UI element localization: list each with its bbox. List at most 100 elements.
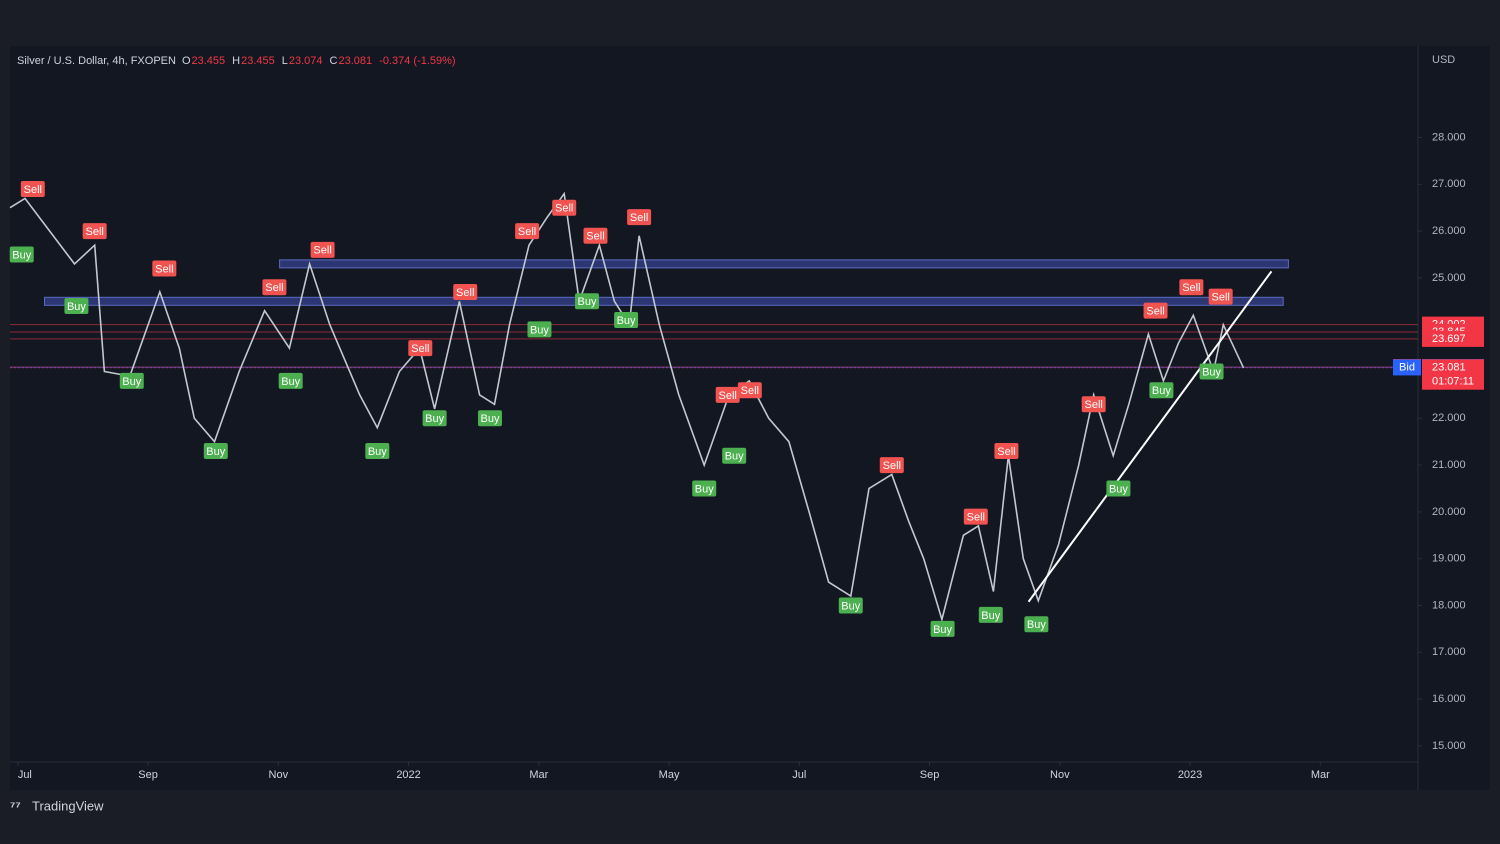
signal-label: Sell — [555, 203, 573, 215]
y-tick-label: 25.000 — [1432, 272, 1466, 284]
signal-badge — [994, 443, 1019, 460]
level-zone — [44, 296, 1284, 306]
signal-label: Sell — [456, 287, 474, 299]
chart-title: Silver / U.S. Dollar, 4h, FXOPEN — [17, 55, 176, 67]
price-line-series — [9, 191, 1245, 623]
signal-label: Buy — [281, 376, 300, 388]
signal-badge — [1179, 279, 1204, 296]
signal-label: Buy — [1202, 366, 1221, 378]
signal-badge — [262, 279, 287, 296]
signal-badge — [930, 620, 955, 637]
y-tick-label: 16.000 — [1432, 693, 1466, 705]
ohlc-key: L — [282, 55, 288, 67]
signal-label: Sell — [1085, 399, 1103, 411]
signal-label: Buy — [981, 610, 1000, 622]
signal-badge — [310, 241, 335, 258]
signal-badge — [1149, 382, 1174, 399]
signal-label: Buy — [67, 301, 86, 313]
trendline — [1027, 270, 1273, 603]
signal-badge — [1024, 616, 1049, 633]
signal-badge — [422, 410, 447, 427]
x-tick-label: Mar — [529, 769, 548, 781]
signal-badge — [722, 447, 747, 464]
signal-badge — [1208, 288, 1233, 305]
signal-badge — [1081, 396, 1106, 413]
x-tick-label: Mar — [1311, 769, 1330, 781]
signal-badge — [838, 597, 863, 614]
signal-label: Sell — [518, 226, 536, 238]
signal-badge — [527, 321, 552, 338]
x-tick-label: Sep — [920, 769, 940, 781]
signal-badge — [20, 180, 45, 197]
quote-tag-bg — [1393, 359, 1421, 376]
signal-badge — [152, 260, 177, 277]
signal-label: Sell — [586, 231, 604, 243]
signal-badge — [365, 443, 390, 460]
ohlc-value: 23.455 — [241, 55, 275, 67]
y-tick-label: 19.000 — [1432, 553, 1466, 565]
y-unit: USD — [1432, 54, 1455, 66]
ohlc-key: H — [232, 55, 240, 67]
signal-badge — [963, 508, 988, 525]
signal-label: Buy — [841, 600, 860, 612]
signal-label: Sell — [1182, 282, 1200, 294]
signal-badge — [278, 372, 303, 389]
y-tick-label: 21.000 — [1432, 459, 1466, 471]
brand: TradingView — [32, 798, 104, 813]
signal-badge — [1106, 480, 1131, 497]
signal-badge — [9, 246, 34, 263]
level-zone — [279, 259, 1289, 269]
ohlc-value: 23.081 — [339, 55, 373, 67]
signal-label: Buy — [1027, 619, 1046, 631]
x-tick-label: Nov — [269, 769, 289, 781]
brand-logo: ⁷⁷ — [10, 798, 21, 813]
signal-label: Sell — [1211, 292, 1229, 304]
signal-badge — [978, 606, 1003, 623]
x-tick-label: 2022 — [396, 769, 420, 781]
signal-badge — [575, 293, 600, 310]
y-tick-label: 20.000 — [1432, 506, 1466, 518]
x-tick-label: Jul — [18, 769, 32, 781]
signal-label: Buy — [425, 413, 444, 425]
signal-label: Buy — [578, 296, 597, 308]
quote-tag: Bid — [1399, 361, 1415, 373]
signal-label: Sell — [997, 446, 1015, 458]
countdown: 01:07:11 — [1432, 376, 1474, 388]
signal-label: Sell — [85, 226, 103, 238]
signal-label: Sell — [967, 511, 985, 523]
signal-label: Sell — [741, 385, 759, 397]
signal-badge — [627, 209, 652, 226]
signal-badge — [692, 480, 717, 497]
y-tick-label: 15.000 — [1432, 740, 1466, 752]
signal-badge — [879, 457, 904, 474]
price-tag-label: 23.697 — [1432, 333, 1466, 345]
signal-badge — [515, 223, 540, 240]
signal-label: Buy — [933, 624, 952, 636]
signal-badge — [715, 386, 740, 403]
ohlc-value: 23.455 — [192, 55, 226, 67]
signal-label: Sell — [24, 184, 42, 196]
signal-label: Buy — [206, 446, 225, 458]
signal-badge — [583, 227, 608, 244]
signal-badge — [453, 283, 478, 300]
ohlc-key: C — [330, 55, 338, 67]
y-tick-label: 17.000 — [1432, 646, 1466, 658]
ohlc-key: O — [182, 55, 191, 67]
y-tick-label: 28.000 — [1432, 131, 1466, 143]
signal-badge — [408, 340, 433, 357]
signal-label: Buy — [12, 249, 31, 261]
signal-badge — [203, 443, 228, 460]
signal-badge — [1199, 363, 1224, 380]
signal-badge — [64, 297, 89, 314]
price-tag-label: 23.081 — [1432, 362, 1466, 374]
signal-label: Sell — [1146, 306, 1164, 318]
signal-badge — [552, 199, 577, 216]
signal-badge — [1143, 302, 1168, 319]
signal-label: Buy — [725, 451, 744, 463]
signal-label: Buy — [530, 324, 549, 336]
signal-label: Buy — [1109, 483, 1128, 495]
y-tick-label: 26.000 — [1432, 225, 1466, 237]
y-tick-label: 18.000 — [1432, 599, 1466, 611]
